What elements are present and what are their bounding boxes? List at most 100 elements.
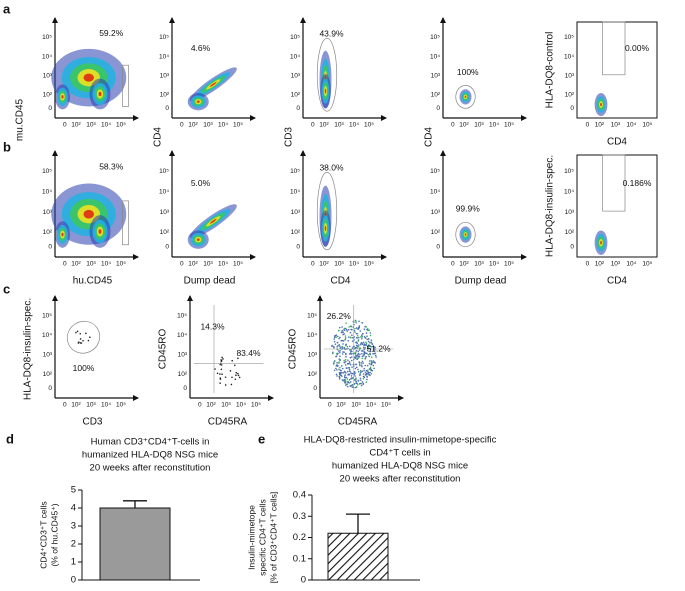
event-dot [237, 372, 239, 375]
event-dot [231, 359, 234, 362]
event-dot [341, 371, 343, 374]
event-dot [338, 326, 341, 329]
event-dot [344, 381, 347, 384]
event-dot [354, 356, 357, 358]
event-dot [219, 373, 221, 375]
y-axis-label: HLA-DQ8-insulin-spec. [545, 155, 556, 257]
gate [455, 221, 476, 248]
y-tick-label: 0 [436, 244, 440, 251]
event-dot [374, 346, 376, 349]
x-tick-label: 10⁵ [233, 122, 243, 129]
event-dot [334, 335, 337, 337]
y-axis-label: CD45RO [288, 329, 299, 370]
y-axis-label: (% of hu.CD45⁺) [49, 503, 59, 566]
event-dot [345, 322, 347, 324]
event-dot [363, 353, 365, 356]
flow-plot: 0 0 10² 10² 10³ 10³ 10⁴ 10⁴ 10⁵ 10⁵ 59.2% [42, 17, 139, 129]
event-dot [333, 336, 336, 338]
y-axis-label: HLA-DQ8-insulin-spec. [23, 298, 34, 400]
event-dot [220, 364, 223, 366]
event-dot [331, 344, 333, 347]
event-dot [372, 360, 375, 362]
event-dot [348, 382, 351, 384]
density [83, 209, 94, 219]
event-dot [368, 355, 370, 358]
density [98, 229, 102, 234]
event-dot [351, 350, 353, 353]
event-dot [343, 346, 346, 349]
event-dot [365, 372, 368, 375]
event-dot [349, 370, 351, 373]
flow-plot: 0 0 10² 10² 10³ 10³ 10⁴ 10⁴ 10⁵ 10⁵ 43.9% [290, 17, 387, 129]
event-dot [370, 369, 373, 372]
bar [327, 532, 389, 581]
event-dot [349, 385, 352, 388]
y-tick-label: 10⁵ [307, 312, 317, 319]
event-dot [363, 335, 366, 338]
event-dot [355, 332, 358, 335]
y-axis-label: mu.CD45 [15, 98, 26, 141]
event-dot [360, 371, 362, 374]
event-dot [373, 367, 375, 370]
event-dot [338, 378, 341, 380]
event-dot [373, 361, 376, 363]
event-dot [343, 333, 346, 335]
y-tick-label: 10⁴ [430, 188, 440, 195]
y-tick-label: 10² [431, 92, 441, 99]
y-tick-label: 10³ [178, 352, 188, 359]
x-tick-label: 10⁴ [489, 122, 499, 129]
event-dot [361, 322, 364, 324]
event-dot [370, 363, 373, 365]
event-dot [350, 359, 353, 362]
event-dot [365, 344, 367, 347]
event-dot [369, 367, 372, 370]
x-tick-label: 0 [311, 261, 315, 268]
event-dot [368, 373, 370, 376]
event-dot [356, 358, 359, 361]
event-dot [354, 375, 356, 377]
event-dot [358, 363, 361, 366]
flow-plot: 0 0 10² 10² 10³ 10³ 10⁴ 10⁴ 10⁵ 10⁵ 14.3% 83.4% CD45… [158, 295, 274, 428]
gate-percent: 14.3% [200, 322, 225, 332]
chart-title: Human CD3⁺CD4⁺T-cells in [91, 437, 210, 448]
density [209, 82, 217, 87]
event-dot [361, 370, 364, 373]
event-dot [365, 341, 367, 344]
event-dot [355, 355, 358, 357]
x-tick-label: 10⁵ [504, 122, 514, 129]
event-dot [338, 337, 340, 340]
density [324, 225, 327, 232]
event-dot [354, 347, 356, 349]
event-dot [341, 339, 343, 342]
event-dot [354, 367, 357, 370]
event-dot [347, 381, 349, 384]
flow-plot: 0 0 10² 10² 10³ 10³ 10⁴ 10⁴ 10⁵ 10⁵ 5.0% Dump dead [159, 150, 256, 287]
bar [99, 507, 171, 581]
x-tick-label: 0 [63, 122, 67, 129]
y-tick-label: 0.2 [293, 532, 306, 543]
y-tick-label: 0 [296, 105, 300, 112]
y-tick-label: 10⁵ [564, 168, 574, 175]
event-dot [336, 375, 338, 377]
y-tick-label: 10² [43, 229, 53, 236]
event-dot [347, 329, 350, 331]
event-dot [350, 356, 353, 358]
x-tick-label: 10⁵ [642, 122, 652, 129]
event-dot [344, 364, 347, 366]
event-dot [369, 332, 372, 334]
event-dot [357, 370, 360, 373]
y-tick-label: 10³ [160, 72, 170, 79]
event-dot [349, 364, 352, 366]
event-dot [366, 352, 368, 355]
density [600, 102, 602, 107]
x-tick-label: 10⁴ [349, 261, 359, 268]
event-dot [346, 330, 348, 332]
x-tick-label: 10⁴ [101, 261, 111, 268]
event-dot [356, 334, 359, 337]
x-tick-label: 10² [71, 402, 81, 409]
event-dot [369, 350, 372, 353]
event-dot [338, 368, 340, 371]
event-dot [348, 353, 351, 355]
event-dot [336, 348, 339, 351]
y-tick-label: 10⁴ [307, 332, 317, 339]
